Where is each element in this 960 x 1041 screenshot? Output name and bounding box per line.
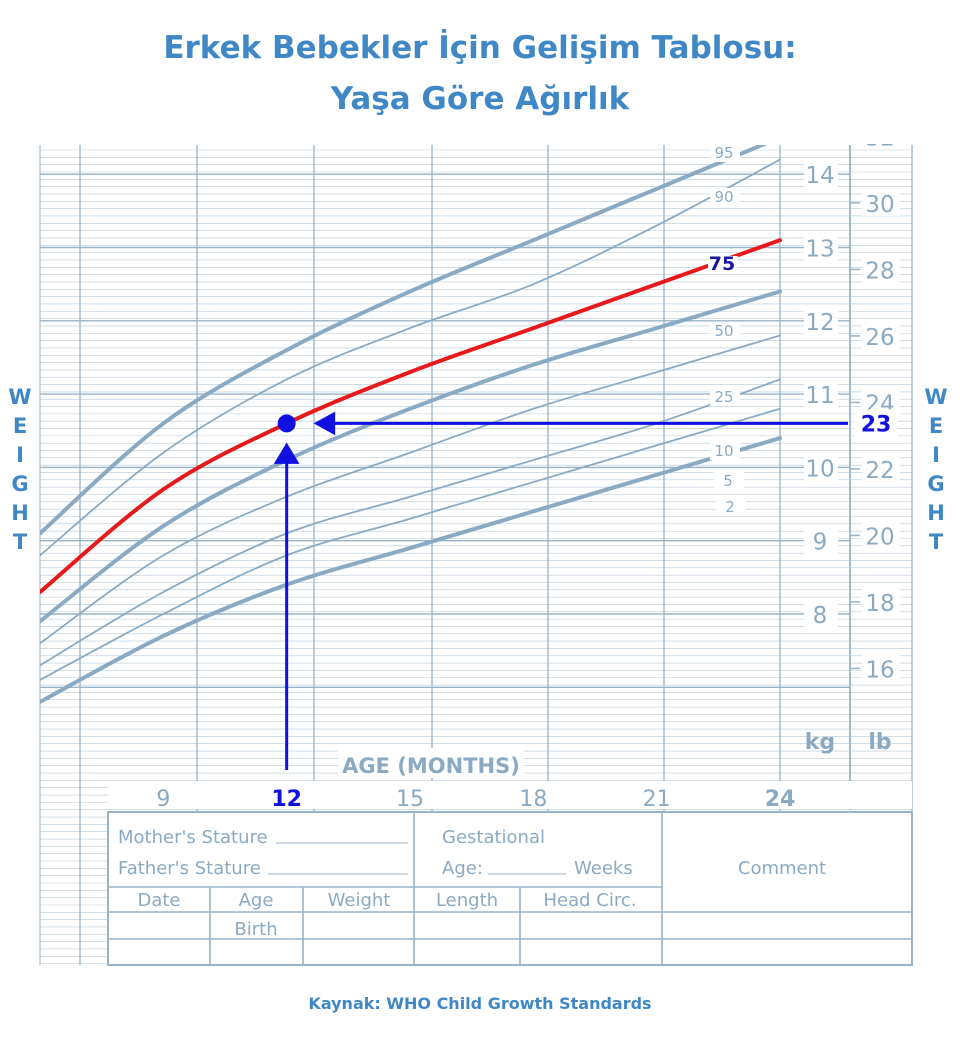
weight-label-left-letter: H [11,501,29,525]
kg-unit-label: kg [805,730,835,755]
record-form: Mother's Stature Father's Stature Gestatio… [107,811,913,966]
percentile-curve-5 [40,407,781,681]
kg-tick-bg [804,601,838,627]
percentile-curve-90 [40,158,781,557]
x-tick-label: 9 [156,787,170,812]
kg-tick-bg [804,234,838,261]
percentile-label-bg [708,256,738,274]
percentile-label-bg [714,472,744,490]
x-axis-label: AGE (MONTHS) [342,754,520,778]
lb-tick-bg [862,655,900,682]
lb-tick-bg [862,522,900,549]
x-tick-label: 18 [519,787,547,812]
weight-label-right-letter: G [927,472,944,496]
lb-tick-bg [862,455,900,482]
lb-tick-label: 30 [865,192,894,218]
weight-label-right-letter: T [929,530,944,554]
kg-tick-bg [804,454,838,481]
lb-tick-label: 28 [865,258,894,284]
form-header: Head Circ. [544,890,637,911]
kg-tick-label: 13 [805,237,834,263]
highlight-markers [273,411,848,770]
x-axis-band [108,781,912,809]
father-stature-label: Father's Stature [118,858,261,879]
lb-tick-bg [862,588,900,615]
weight-label-left-letter: I [16,443,24,467]
kg-tick-bg [804,307,838,334]
lb-tick-bg [862,322,900,349]
lb-tick-label: 26 [865,325,894,351]
percentile-curve-75 [40,238,782,595]
percentile-label-bg [710,188,740,206]
x-tick-label: 15 [396,787,424,812]
percentile-label-5: 5 [723,472,733,490]
percentile-label-bg [710,144,740,162]
x-tick-label: 21 [643,787,671,812]
percentile-label-50: 50 [714,322,733,340]
kg-tick-bg [804,381,838,408]
comment-label: Comment [738,858,826,879]
birth-label: Birth [234,919,277,940]
kg-tick-label: 12 [805,310,834,336]
lb-tick-bg [862,256,900,283]
weight-label-left-letter: E [13,414,27,438]
kg-tick-label: 9 [813,530,828,556]
kg-tick-label: 14 [805,163,834,189]
percentile-label-bg [710,442,740,460]
percentile-label-bg [710,388,740,406]
percentile-label-95: 95 [714,144,733,162]
kg-tick-label: 11 [805,383,834,409]
gestational-age-label: Age: [442,858,483,879]
marker-label-age: 12 [271,787,302,812]
percentile-label-10: 10 [714,442,733,460]
kg-tick-bg [804,527,838,554]
percentile-curve-50 [40,289,782,624]
weight-label-left-letter: G [11,472,28,496]
percentile-label-2: 2 [725,498,735,516]
percentile-label-bg [716,498,746,516]
highlight-point [277,414,296,433]
lb-tick-bg [862,189,900,216]
x-tick-label: 24 [765,787,796,812]
kg-tick-bg [804,161,838,188]
percentile-curves [40,145,782,704]
top-mask [40,118,920,144]
vertical-arrow-head [273,442,300,464]
form-header: Date [137,890,180,911]
gestational-label: Gestational [442,827,545,848]
weeks-label: Weeks [574,858,633,879]
weight-label-left-letter: W [8,385,31,409]
kg-tick-label: 8 [813,603,828,629]
percentile-label-90: 90 [714,188,733,206]
mother-stature-label: Mother's Stature [118,827,268,848]
marker-label-weight: 23 [861,412,892,437]
form-header: Length [436,890,498,911]
percentile-curve-25 [40,334,781,645]
percentile-label-25: 25 [714,388,733,406]
page-title: Erkek Bebekler İçin Gelişim Tablosu: [163,30,797,66]
horizontal-arrow-head [313,411,336,436]
page-subtitle: Yaşa Göre Ağırlık [330,81,630,117]
percentile-label-bg [710,322,740,340]
marker-label-bg [854,409,898,438]
lb-unit-label: lb [868,730,891,755]
form-header: Age [239,890,274,911]
weight-label-right-letter: H [927,501,945,525]
lb-tick-label: 22 [865,458,894,484]
weight-label-right-letter: W [924,385,947,409]
form-header: Weight [328,890,391,911]
weight-label-right-letter: E [929,414,943,438]
source-note: Kaynak: WHO Child Growth Standards [308,994,652,1013]
kg-tick-label: 10 [805,456,834,482]
lb-tick-label: 20 [865,524,894,550]
percentile-curve-2 [40,436,782,704]
percentile-label-75: 75 [709,253,735,275]
lb-tick-label: 18 [865,591,894,617]
lb-tick-label: 16 [865,657,894,683]
weight-label-right-letter: I [932,443,940,467]
percentile-curve-95 [40,145,768,536]
weight-label-left-letter: T [13,530,28,554]
x-axis-label-bg [338,748,524,778]
